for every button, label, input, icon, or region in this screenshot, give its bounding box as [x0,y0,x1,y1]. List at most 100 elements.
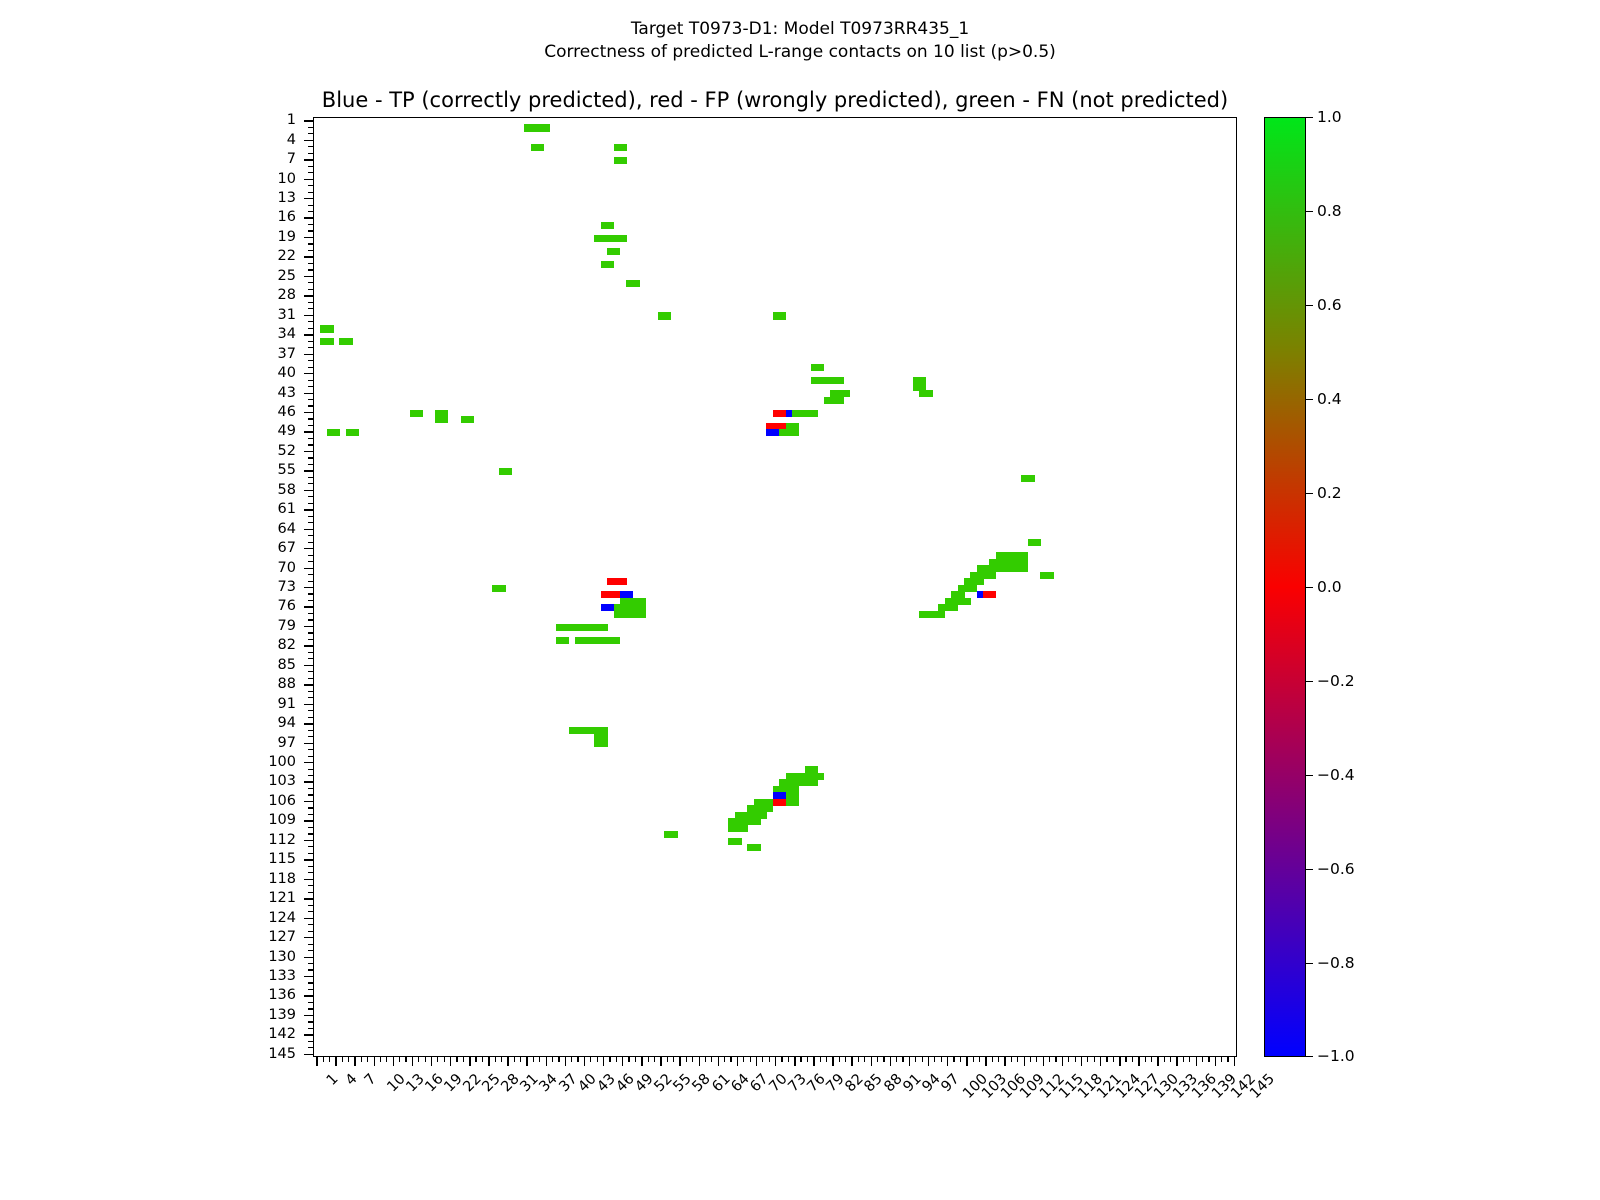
contact-cell [970,584,978,592]
y-tick-minor [308,813,313,816]
y-tick-major [304,275,313,278]
y-tick-minor [308,1047,313,1049]
colorbar-tick [1306,775,1313,777]
y-tick-minor [308,301,313,303]
x-tick-label: 97 [938,1071,963,1096]
x-tick-minor [685,1057,687,1062]
y-tick-minor [308,1040,313,1042]
contact-cell [562,623,570,631]
x-tick-major [1042,1057,1045,1066]
contact-cell [638,610,646,618]
y-tick-label: 133 [268,967,296,984]
y-tick-major [304,159,313,161]
x-tick-minor [902,1057,904,1062]
contact-cell [983,571,991,579]
contact-cell [594,636,602,644]
contact-cell [1014,558,1022,566]
contact-cell [836,396,844,404]
x-tick-major [469,1057,471,1066]
contact-map-plot[interactable] [313,117,1237,1057]
contact-cell [804,772,812,780]
contact-cell [1040,571,1048,579]
colorbar-tick [1306,869,1313,871]
contact-cell [772,429,780,437]
y-tick-minor [308,223,313,226]
contact-cell [626,280,634,288]
x-tick-minor [551,1057,554,1062]
colorbar-tick-label: −0.2 [1317,672,1355,690]
contact-cell [951,591,959,599]
contact-cell [804,779,812,787]
x-axis: 1 4 7 10 13 16 19 22 25 28 31 34 37 40 43 46 49 52 55 58 61 6… [313,1057,1278,1200]
y-tick-minor [308,963,313,965]
x-tick-major [813,1057,815,1066]
contact-cell [734,837,742,845]
contact-cell [976,571,984,579]
x-tick-minor [500,1057,503,1062]
x-tick-minor [1036,1057,1038,1062]
contact-cell [785,792,793,800]
y-tick-minor [308,749,313,751]
contact-cell [957,584,965,592]
contact-cell [626,610,634,618]
x-tick-major [947,1057,949,1066]
y-tick-major [304,859,313,861]
contact-cell [925,610,933,618]
contact-cell [326,338,334,346]
contact-cell [798,779,806,787]
colorbar[interactable]: 1.0 0.8 0.6 0.4 0.2 0.0 −0.2 −0.4 −0.6 −0.8 −1.0 [1264,108,1355,1065]
contact-cell [728,824,736,832]
contact-cell [919,383,927,391]
contact-cell [1046,571,1054,579]
x-tick-minor [367,1057,369,1062]
contact-cell [600,260,608,268]
x-tick-minor [634,1057,636,1062]
contact-cell [607,604,615,612]
y-tick-minor [308,379,313,381]
y-tick-label: 25 [277,267,296,284]
y-tick-label: 31 [277,306,296,323]
x-tick-minor [424,1057,426,1062]
colorbar-gradient [1264,117,1306,1057]
x-tick-major [832,1057,834,1066]
y-tick-label: 100 [268,754,296,771]
y-tick-major [304,489,313,492]
x-tick-minor [876,1057,879,1062]
contact-cell [441,409,449,417]
contact-cell [785,798,793,806]
x-tick-major [335,1057,337,1066]
y-tick-minor [308,126,313,128]
x-tick-major [985,1057,987,1066]
y-tick-major [304,937,313,939]
x-tick-major [908,1057,911,1066]
contact-cell [995,558,1003,566]
contact-cell [779,409,787,417]
contact-cell [613,143,621,151]
contact-cell [619,578,627,586]
x-tick-minor [653,1057,656,1062]
colorbar-tick [1306,117,1313,119]
x-tick-minor [1227,1057,1229,1062]
y-tick-label: 91 [277,695,296,712]
y-tick-major [304,1034,313,1036]
x-tick-major [1119,1057,1121,1066]
x-tick-minor [838,1057,840,1062]
x-tick-minor [405,1057,407,1062]
contact-cell [830,396,838,404]
y-tick-label: 64 [277,520,296,537]
y-tick-minor [308,833,313,835]
y-tick-minor [308,185,313,187]
y-tick-label: 52 [277,442,296,459]
y-tick-minor [308,444,313,446]
contact-cell [1008,558,1016,566]
x-tick-minor [825,1057,828,1062]
contact-cell [1014,565,1022,573]
x-tick-major [602,1057,605,1066]
contact-cell [505,468,513,476]
y-tick-minor [308,476,313,478]
colorbar-tick-label: −1.0 [1317,1047,1355,1065]
y-tick-label: 115 [268,851,296,868]
colorbar-tick-label: 0.6 [1317,296,1342,314]
x-tick-minor [1106,1057,1108,1062]
y-tick-minor [308,924,313,926]
